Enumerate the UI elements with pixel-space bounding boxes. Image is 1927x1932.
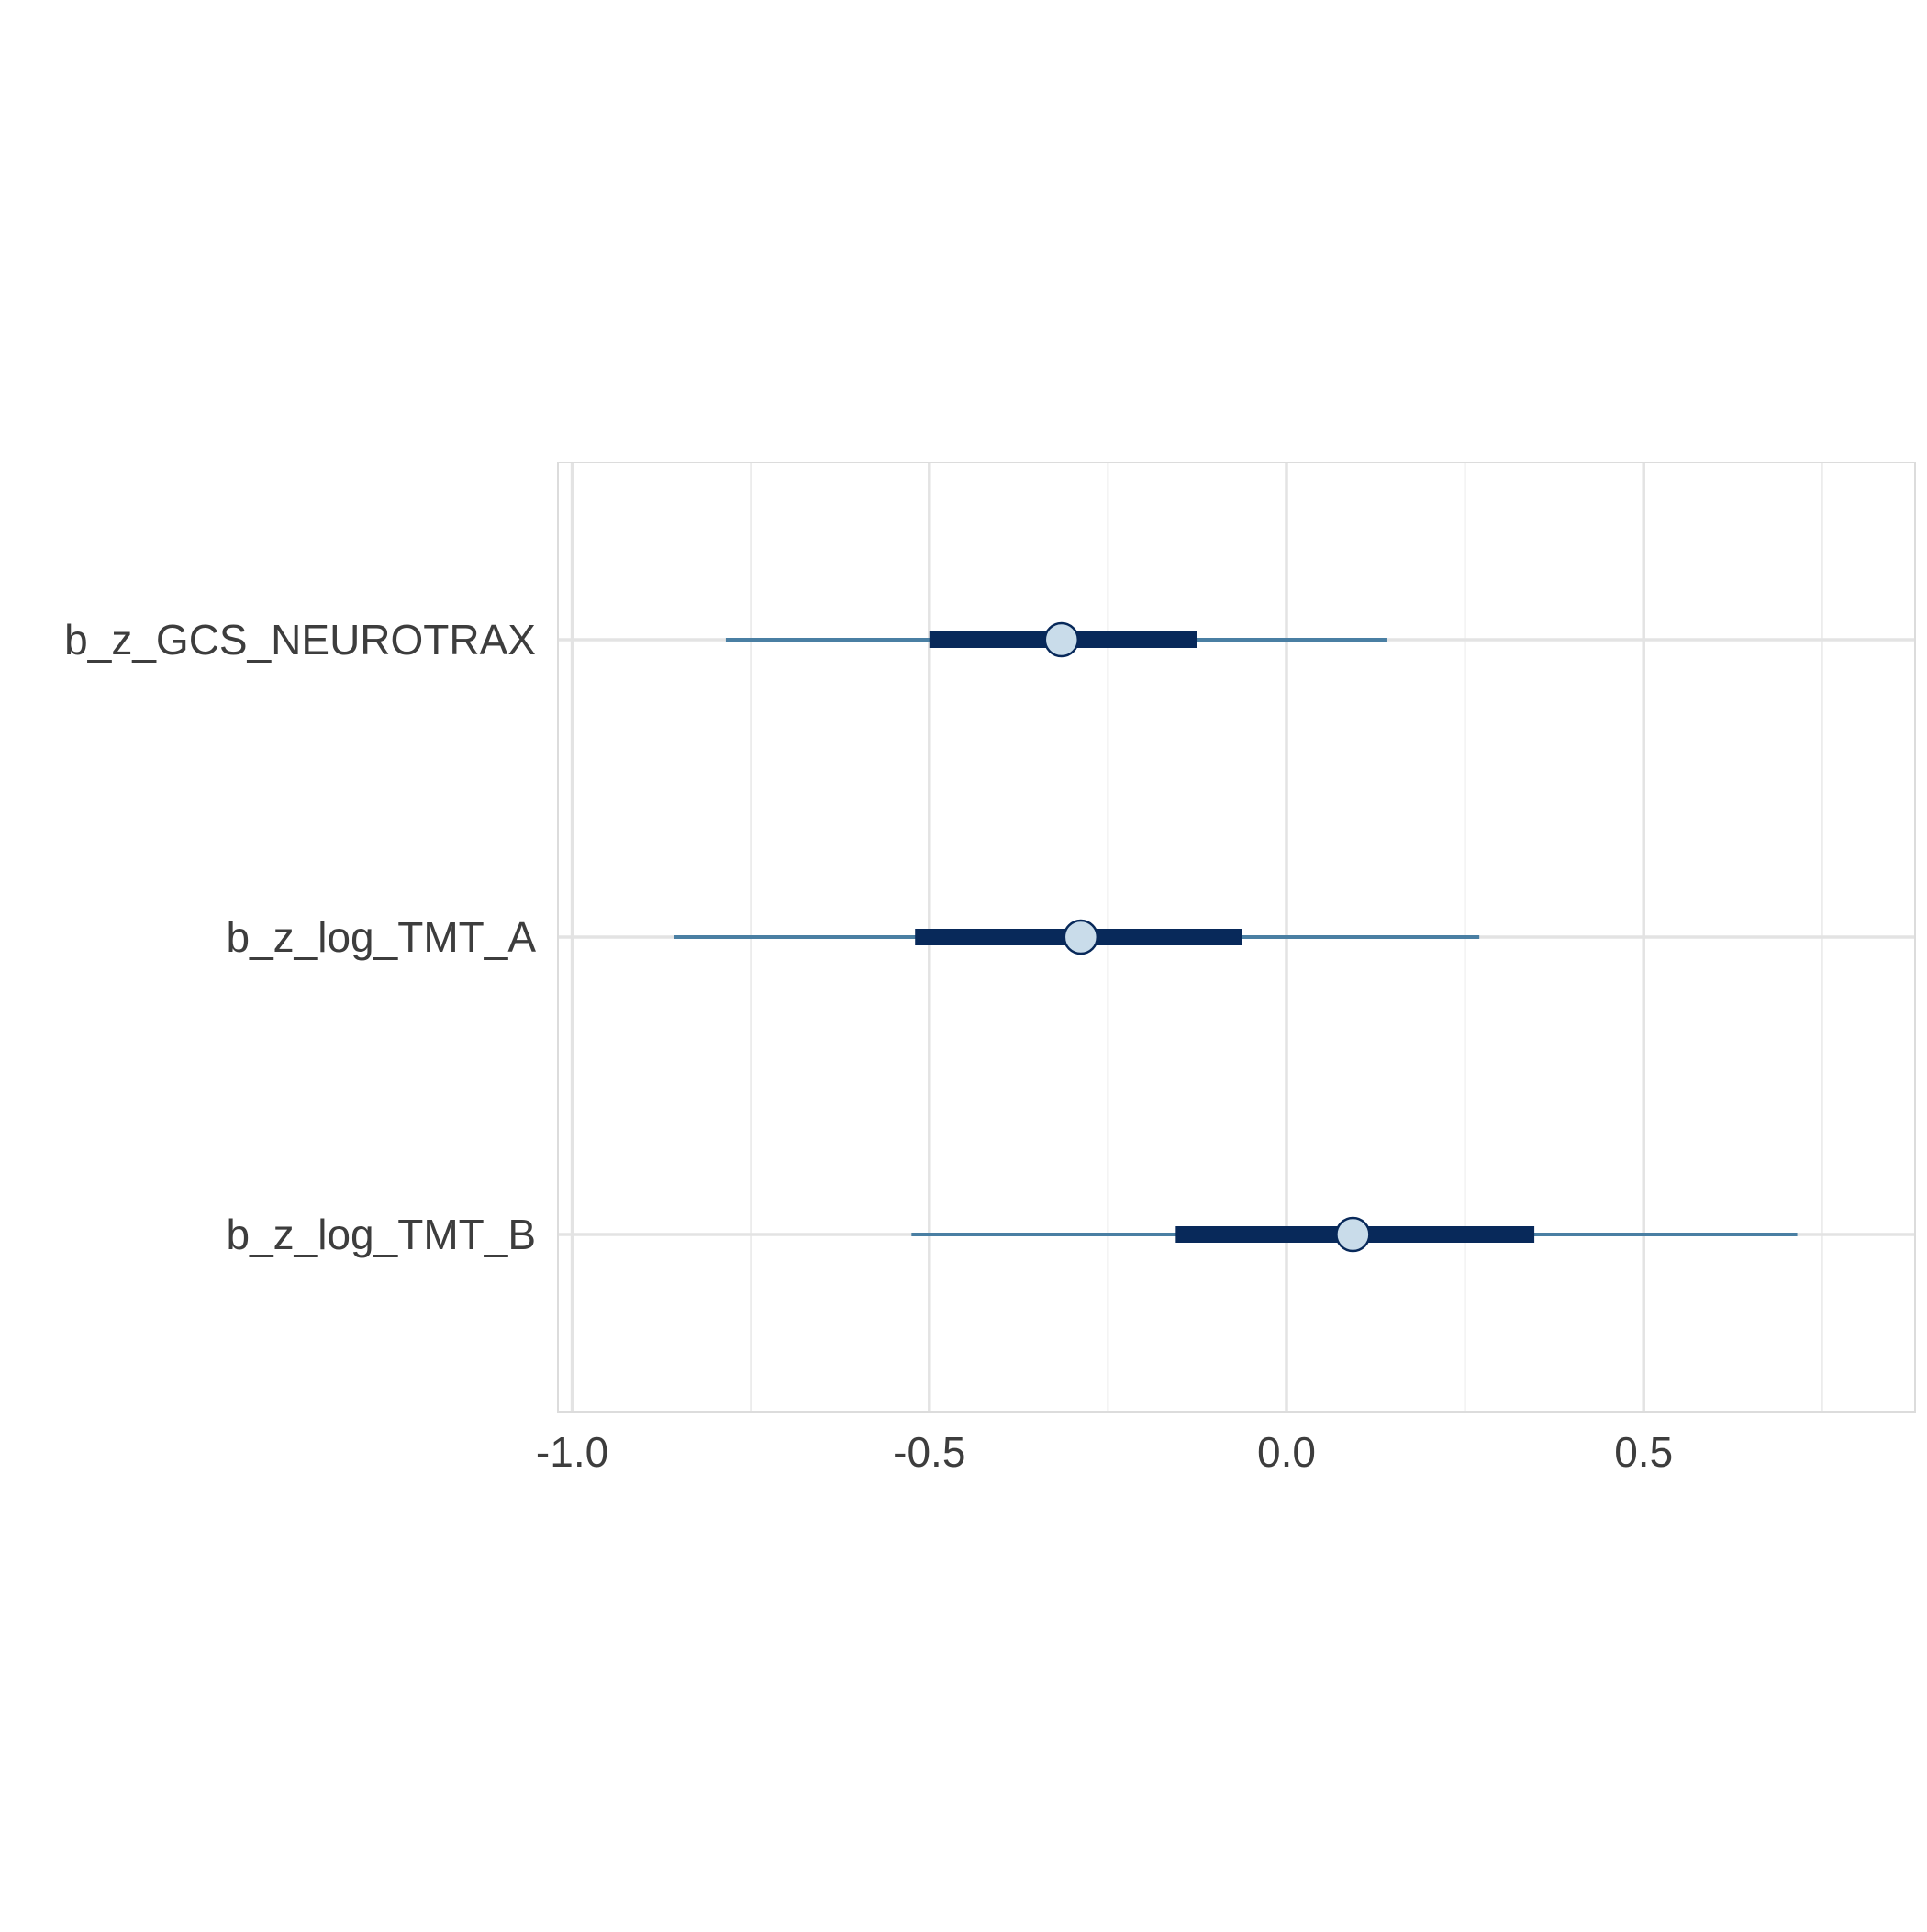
- plot-frame: [557, 462, 1916, 1413]
- parameter-label: b_z_log_TMT_B: [227, 1211, 537, 1258]
- parameter-label: b_z_log_TMT_A: [227, 913, 537, 961]
- parameter-label: b_z_GCS_NEUROTRAX: [64, 616, 536, 664]
- intervals: [674, 621, 1798, 1253]
- x-tick-label: -0.5: [893, 1428, 965, 1476]
- point-estimate: [1335, 1216, 1371, 1253]
- x-tick-label: -1.0: [536, 1428, 608, 1476]
- axis-labels: b_z_GCS_NEUROTRAX b_z_log_TMT_A b_z_log_TM…: [64, 616, 1673, 1476]
- point-estimate: [1043, 621, 1080, 658]
- x-tick-label: 0.0: [1257, 1428, 1316, 1476]
- x-tick-label: 0.5: [1614, 1428, 1673, 1476]
- point-estimate: [1063, 919, 1099, 955]
